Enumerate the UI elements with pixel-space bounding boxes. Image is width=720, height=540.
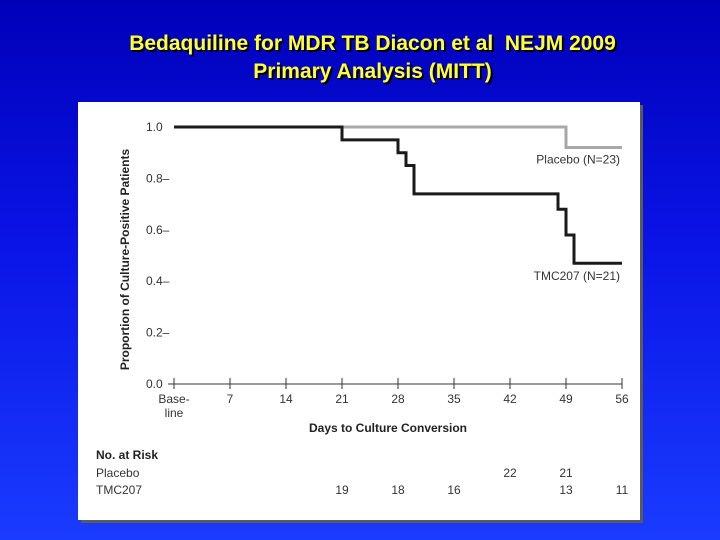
- slide-title-line-2: Primary Analysis (MITT): [253, 60, 492, 83]
- y-tick-label: 0.6–: [146, 223, 170, 237]
- chart-panel: Base-line 7 14 21 28 35 42 49 56 0.0 0.2– 0.4– 0.6– 0…: [78, 102, 640, 520]
- risk-row-label: Placebo: [96, 466, 140, 480]
- x-tick-label: 35: [447, 392, 461, 406]
- km-chart: Base-line 7 14 21 28 35 42 49 56 0.0 0.2– 0.4– 0.6– 0…: [96, 120, 629, 497]
- x-tick-label: 49: [559, 392, 573, 406]
- y-tick-label: 0.8–: [146, 171, 170, 185]
- x-tick-label: 14: [279, 392, 293, 406]
- y-tick-label: 0.4–: [146, 274, 170, 288]
- risk-value: 18: [391, 483, 405, 497]
- risk-value: 11: [616, 483, 629, 497]
- y-axis-title: Proportion of Culture-Positive Patients: [118, 149, 132, 371]
- series-line-tmc207: [174, 125, 622, 265]
- risk-row-label: TMC207: [96, 483, 142, 497]
- x-tick-label: 21: [335, 392, 349, 406]
- risk-value: 19: [335, 483, 349, 497]
- risk-value: 21: [559, 466, 573, 480]
- risk-table-header: No. at Risk: [96, 448, 158, 462]
- risk-value: 16: [447, 483, 461, 497]
- x-tick-label: 7: [227, 392, 234, 406]
- legend-placebo: Placebo (N=23): [536, 153, 620, 167]
- x-axis-title: Days to Culture Conversion: [309, 421, 467, 435]
- x-tick-label: 42: [503, 392, 517, 406]
- legend-tmc207: TMC207 (N=21): [534, 269, 620, 283]
- x-tick-label: Base-line: [158, 392, 189, 420]
- risk-value: 22: [503, 466, 517, 480]
- y-tick-label: 1.0: [146, 120, 163, 134]
- slide-title-line-1: Bedaquiline for MDR TB Diacon et al NEJM…: [129, 32, 616, 55]
- y-tick-label: 0.0: [146, 377, 163, 391]
- x-tick-label: 56: [615, 392, 629, 406]
- risk-value: 13: [559, 483, 573, 497]
- slide-title: Bedaquiline for MDR TB Diacon et al NEJM…: [0, 30, 720, 86]
- y-tick-label: 0.2–: [146, 326, 170, 340]
- series-line-placebo: [174, 125, 622, 150]
- x-tick-label: 28: [391, 392, 405, 406]
